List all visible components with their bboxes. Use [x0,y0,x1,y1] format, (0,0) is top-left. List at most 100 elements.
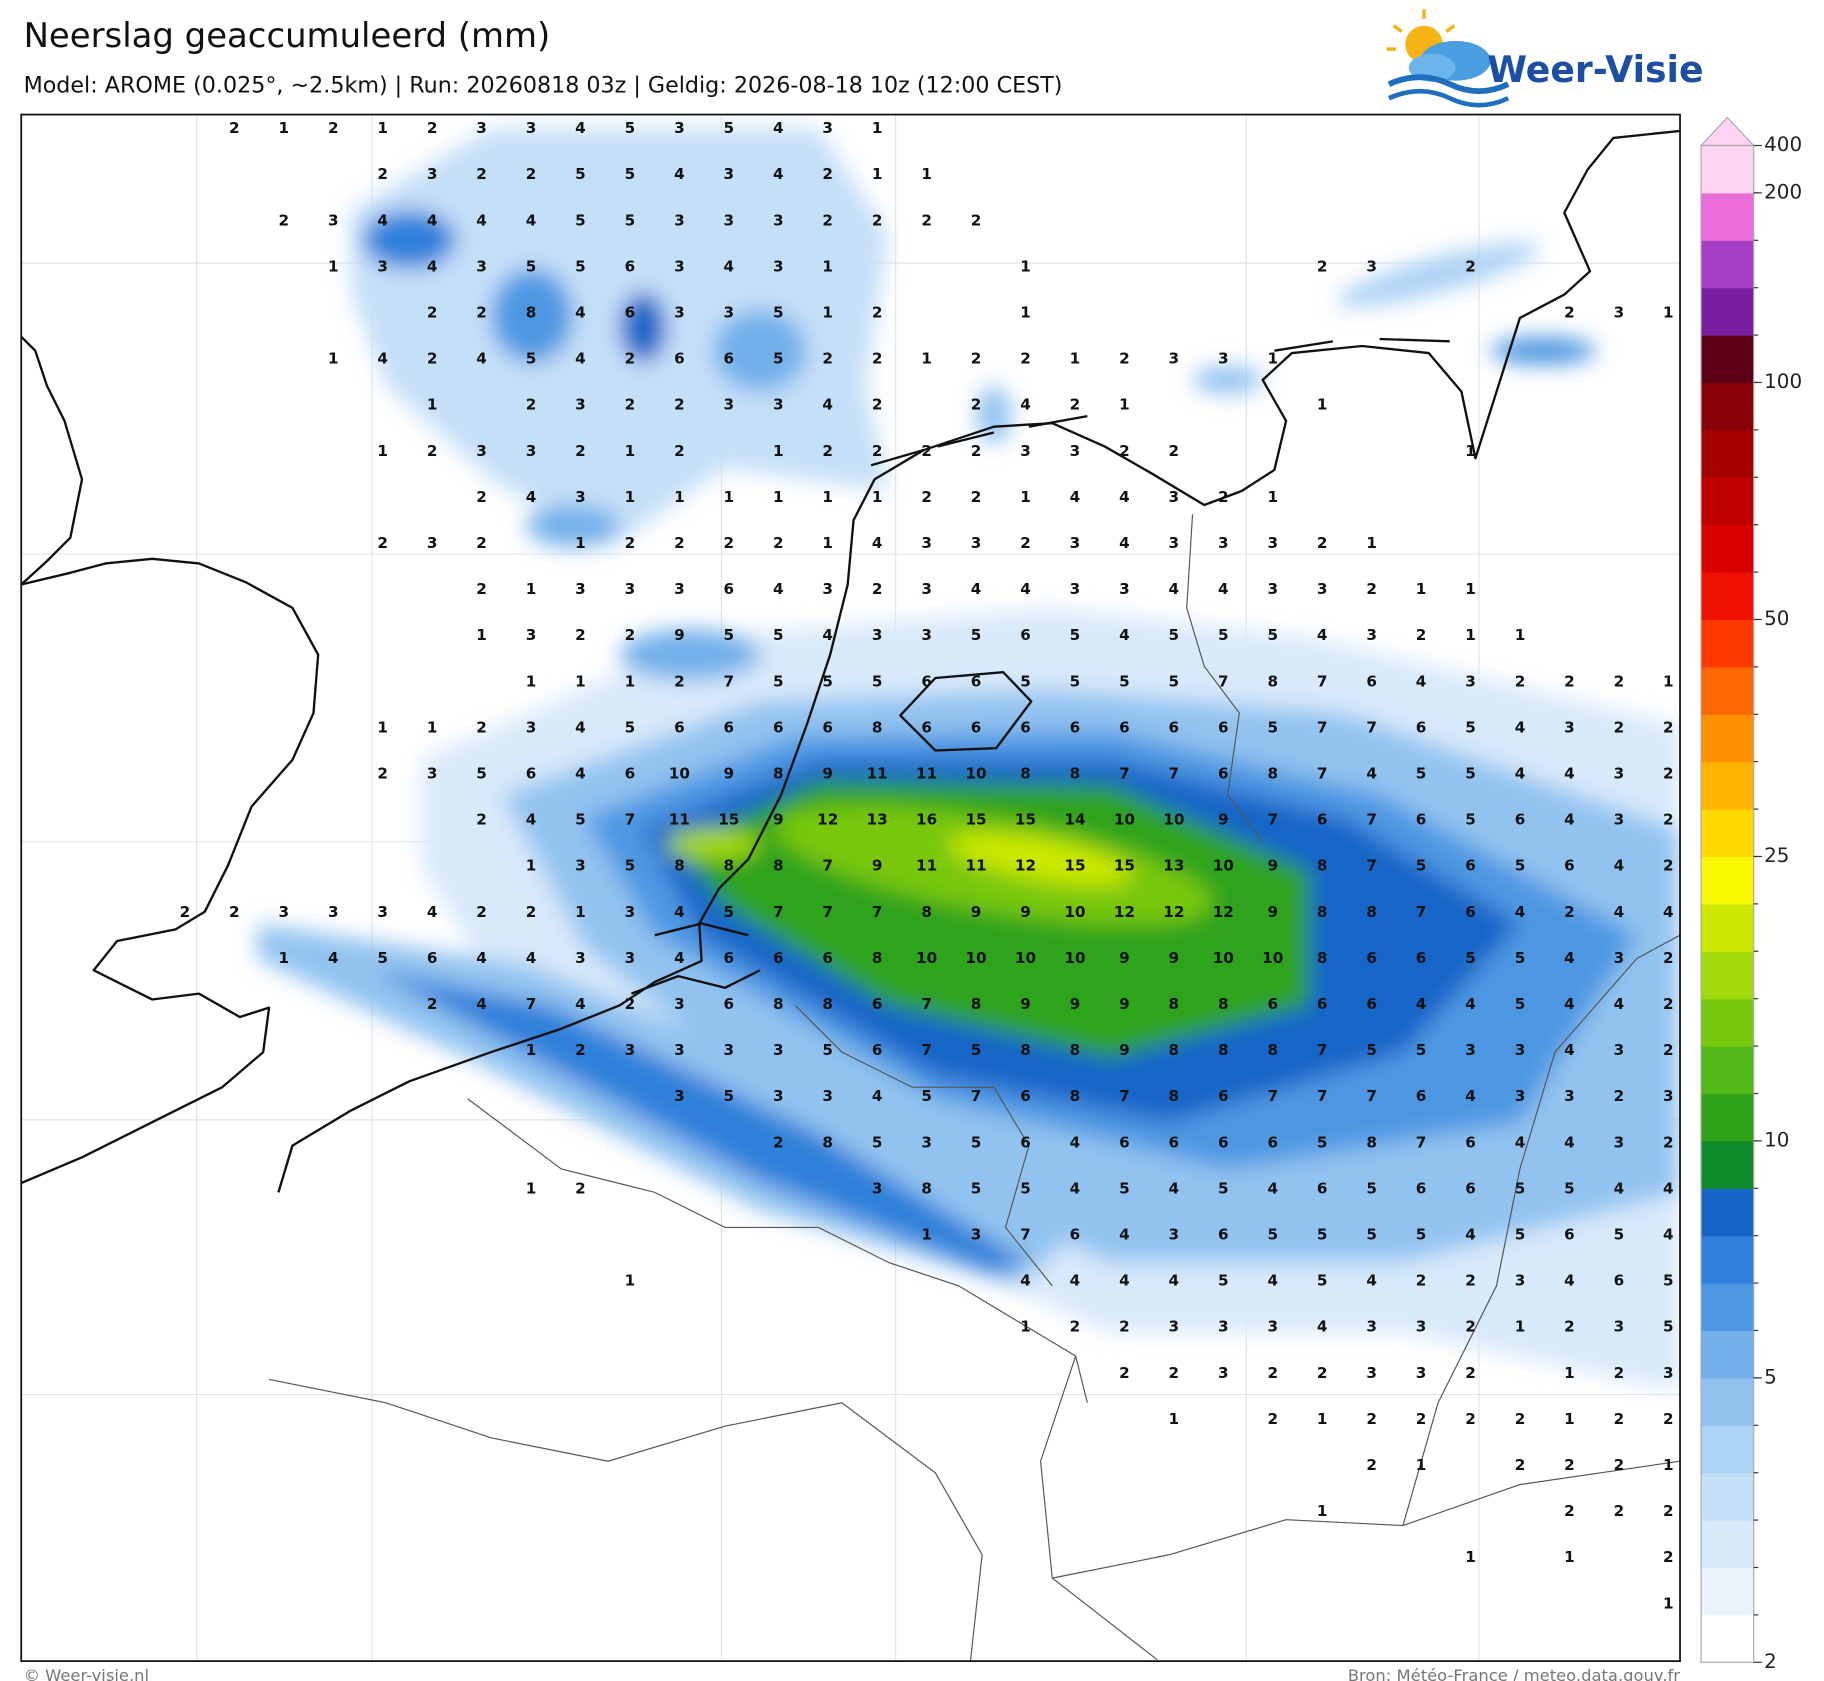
grid-value: 5 [1465,811,1476,829]
grid-value: 2 [674,534,685,552]
grid-value: 3 [822,1087,833,1105]
grid-value: 10 [1213,949,1234,967]
grid-value: 1 [1020,257,1031,275]
colorbar-swatch [1701,1614,1754,1663]
grid-value: 11 [916,765,937,783]
grid-value: 6 [872,1041,883,1059]
grid-value: 2 [575,1179,586,1197]
grid-value: 8 [1218,995,1229,1013]
grid-value: 6 [1465,903,1476,921]
grid-value: 1 [1317,1502,1328,1520]
grid-value: 1 [1465,442,1476,460]
grid-value: 5 [1317,1133,1328,1151]
grid-value: 7 [1416,1133,1427,1151]
grid-value: 15 [1064,857,1085,875]
grid-value: 1 [1564,1364,1575,1382]
grid-value: 4 [773,165,784,183]
grid-value: 6 [1366,995,1377,1013]
grid-value: 1 [427,396,438,414]
grid-value: 6 [1119,1133,1130,1151]
grid-value: 10 [916,949,937,967]
grid-value: 2 [1614,1364,1625,1382]
grid-value: 2 [773,534,784,552]
grid-value: 8 [872,718,883,736]
grid-value: 2 [377,165,388,183]
grid-value: 11 [965,857,986,875]
grid-value: 2 [971,488,982,506]
grid-value: 5 [476,765,487,783]
grid-value: 5 [1366,1041,1377,1059]
colorbar-swatch [1701,1567,1754,1616]
grid-value: 5 [1218,626,1229,644]
grid-value: 2 [625,534,636,552]
grid-value: 1 [1663,1594,1674,1612]
grid-value: 3 [1515,1272,1526,1290]
grid-value: 5 [1465,949,1476,967]
grid-value: 5 [1020,672,1031,690]
grid-value: 4 [773,580,784,598]
grid-value: 4 [1465,1226,1476,1244]
grid-value: 3 [625,580,636,598]
grid-value: 6 [1416,949,1427,967]
grid-value: 5 [575,165,586,183]
grid-value: 6 [1218,1133,1229,1151]
grid-value: 2 [625,995,636,1013]
colorbar-swatch [1701,192,1754,241]
grid-value: 4 [1317,626,1328,644]
grid-value: 5 [1515,1179,1526,1197]
grid-value: 7 [1119,765,1130,783]
grid-value: 2 [427,350,438,368]
grid-value: 5 [1070,672,1081,690]
grid-value: 5 [1267,626,1278,644]
grid-value: 1 [1020,303,1031,321]
grid-value: 3 [872,1179,883,1197]
grid-value: 4 [1070,1272,1081,1290]
grid-value: 8 [773,995,784,1013]
grid-value: 2 [1465,257,1476,275]
grid-value: 4 [1119,626,1130,644]
grid-value: 5 [1317,1226,1328,1244]
grid-value: 3 [625,1041,636,1059]
colorbar-swatch [1701,335,1754,384]
grid-value: 3 [1119,580,1130,598]
grid-value: 11 [669,811,690,829]
grid-value: 10 [1015,949,1036,967]
grid-value: 4 [476,211,487,229]
grid-value: 3 [476,442,487,460]
colorbar-swatch [1701,1425,1754,1474]
grid-value: 9 [1267,857,1278,875]
grid-value: 2 [921,442,932,460]
grid-value: 1 [1515,626,1526,644]
grid-value: 2 [822,165,833,183]
colorbar-swatch [1701,666,1754,715]
grid-value: 1 [328,257,339,275]
grid-value: 7 [773,903,784,921]
grid-value: 7 [724,672,735,690]
grid-value: 15 [718,811,739,829]
grid-value: 2 [575,442,586,460]
grid-value: 2 [1663,995,1674,1013]
grid-value: 3 [822,580,833,598]
grid-value: 6 [724,718,735,736]
grid-value: 3 [377,257,388,275]
grid-value: 8 [526,303,537,321]
grid-value: 2 [1614,718,1625,736]
grid-value: 8 [822,1133,833,1151]
grid-value: 5 [1267,718,1278,736]
grid-value: 3 [526,718,537,736]
colorbar-swatch [1701,1283,1754,1332]
grid-value: 4 [1366,1272,1377,1290]
grid-value: 3 [575,857,586,875]
grid-value: 2 [1564,1456,1575,1474]
grid-value: 3 [526,442,537,460]
grid-value: 1 [1465,1548,1476,1566]
grid-value: 4 [1564,1041,1575,1059]
grid-value: 5 [1564,1179,1575,1197]
grid-value: 4 [1267,1179,1278,1197]
borders [268,514,1681,1662]
grid-value: 4 [822,626,833,644]
grid-value: 4 [1564,811,1575,829]
grid-value: 3 [921,1133,932,1151]
grid-value: 3 [1614,1133,1625,1151]
grid-value: 7 [1317,718,1328,736]
